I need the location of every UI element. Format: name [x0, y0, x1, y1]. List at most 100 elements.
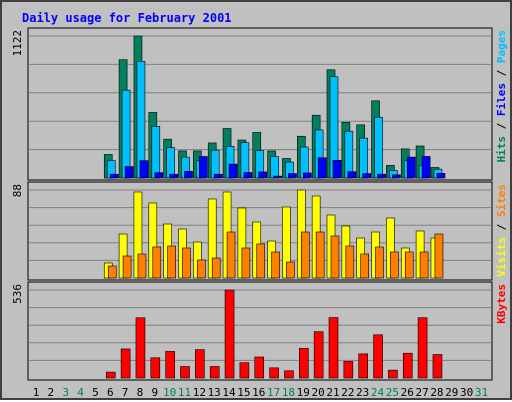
legend-item-hits-2: Files: [495, 83, 508, 116]
x-tick-label: 3: [62, 386, 69, 399]
bar-files-day-14: [228, 163, 238, 179]
bar-kbytes-day-17: [269, 367, 279, 379]
bar-kbytes-day-20: [313, 331, 324, 379]
bar-kbytes-day-24: [373, 334, 383, 379]
bar-sites-day-7: [122, 255, 132, 279]
x-tick-label: 30: [460, 386, 473, 399]
series-sites: [107, 231, 444, 279]
legend-item-visits-2: Sites: [495, 184, 508, 217]
bar-sites-day-19: [300, 231, 310, 279]
bar-files-day-13: [213, 173, 223, 179]
x-tick-label: 19: [297, 386, 310, 399]
x-tick-label: 24: [371, 386, 385, 399]
bar-sites-day-23: [360, 253, 370, 279]
panel-kbytes-legend: KBytes: [495, 284, 508, 324]
panel-kbytes: 536 KBytes: [11, 281, 508, 381]
bar-kbytes-day-26: [402, 352, 413, 379]
x-tick-label: 26: [401, 386, 414, 399]
bar-files-day-26: [406, 156, 416, 179]
bar-files-day-9: [154, 172, 164, 179]
panel-hits-legend: Hits / Files / Pages: [495, 30, 508, 163]
bar-pages-day-24: [374, 116, 383, 179]
bar-files-day-6: [109, 173, 119, 179]
bar-sites-day-28: [434, 233, 444, 279]
legend-item-visits-1: /: [495, 217, 508, 237]
bar-kbytes-day-23: [358, 353, 369, 379]
bar-sites-day-25: [390, 251, 399, 279]
bar-sites-day-16: [256, 243, 266, 279]
x-tick-label: 4: [77, 386, 84, 399]
bar-kbytes-day-25: [388, 369, 398, 379]
panel-hits: 1122 Hits / Files / Pages: [11, 27, 508, 181]
x-tick-label: 17: [267, 386, 280, 399]
bar-files-day-12: [199, 156, 208, 179]
bar-kbytes-day-9: [150, 357, 161, 379]
bar-files-day-21: [332, 159, 342, 179]
x-tick-label: 16: [252, 386, 265, 399]
panel-visits-legend: Visits / Sites: [495, 184, 508, 277]
x-tick-label: 2: [48, 386, 55, 399]
bar-sites-day-6: [107, 265, 117, 279]
x-tick-label: 28: [430, 386, 443, 399]
bar-sites-day-17: [271, 251, 280, 279]
x-tick-label: 5: [92, 386, 99, 399]
x-tick-label: 10: [163, 386, 176, 399]
bar-sites-day-13: [211, 257, 221, 279]
bar-sites-day-8: [137, 253, 147, 279]
bar-files-day-15: [243, 172, 253, 179]
bar-kbytes-day-11: [180, 366, 190, 379]
series-pages: [106, 61, 443, 179]
bar-pages-day-10: [166, 147, 175, 179]
bar-pages-day-22: [344, 130, 354, 179]
series-kbytes: [105, 289, 443, 379]
x-tick-label: 27: [415, 386, 428, 399]
legend-item-hits-3: /: [495, 63, 508, 83]
chart-panels: 1122 Hits / Files / Pages 88 Visits / Sites…: [11, 27, 508, 381]
bar-files-day-8: [139, 160, 149, 179]
legend-item-hits-1: /: [495, 116, 508, 136]
bar-sites-day-14: [226, 231, 236, 279]
bar-files-day-19: [302, 172, 312, 179]
bar-sites-day-20: [315, 231, 325, 279]
bar-pages-day-23: [359, 137, 369, 179]
x-tick-label: 6: [107, 386, 114, 399]
bar-sites-day-11: [182, 247, 191, 279]
bar-files-day-27: [421, 156, 431, 179]
bar-kbytes-day-12: [195, 349, 205, 379]
bar-files-day-24: [377, 173, 386, 179]
bar-sites-day-15: [241, 247, 251, 279]
bar-sites-day-26: [404, 251, 414, 279]
bar-sites-day-21: [330, 235, 340, 279]
bar-files-day-11: [184, 170, 193, 179]
bar-kbytes-day-18: [284, 370, 294, 379]
bar-kbytes-day-16: [254, 356, 265, 379]
x-tick-label: 21: [326, 386, 339, 399]
panel-kbytes-max-label: 536: [11, 284, 24, 304]
x-tick-label: 18: [282, 386, 295, 399]
bar-kbytes-day-6: [105, 371, 116, 379]
bar-kbytes-day-21: [328, 317, 339, 379]
bar-kbytes-day-13: [209, 366, 220, 379]
bar-pages-day-13: [210, 149, 220, 179]
x-tick-label: 15: [237, 386, 250, 399]
bar-sites-day-10: [167, 245, 176, 279]
bar-files-day-16: [258, 171, 268, 179]
bar-files-day-20: [317, 157, 327, 179]
x-tick-label: 14: [222, 386, 236, 399]
bar-files-day-10: [169, 173, 178, 179]
x-tick-label: 29: [445, 386, 458, 399]
bar-files-day-23: [362, 173, 372, 179]
x-tick-label: 8: [137, 386, 144, 399]
bar-files-day-7: [124, 166, 134, 179]
bar-kbytes-day-28: [432, 354, 443, 379]
bar-sites-day-27: [419, 251, 429, 279]
bar-kbytes-day-22: [343, 361, 354, 379]
x-tick-label: 13: [208, 386, 221, 399]
x-axis-day-labels: 1 2 3 4 5 6 7 8 9 10 11 12 13 14 15 16 17 18 19 20 21 22 23 24 2…: [33, 386, 488, 399]
x-tick-label: 20: [312, 386, 325, 399]
bar-kbytes-day-7: [120, 348, 131, 379]
bar-files-day-18: [288, 173, 297, 179]
bar-sites-day-22: [345, 245, 355, 279]
